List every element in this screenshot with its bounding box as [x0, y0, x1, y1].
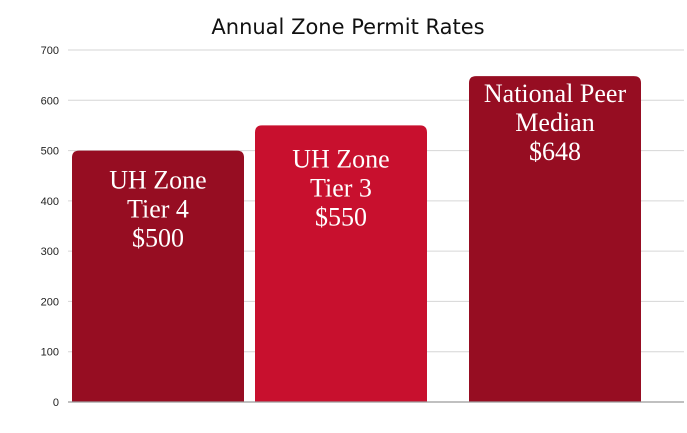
chart-title: Annual Zone Permit Rates	[211, 15, 484, 39]
bar-3	[469, 76, 641, 403]
bar-label-line: National Peer	[484, 79, 627, 108]
bar-label-line: $500	[132, 224, 184, 253]
bars	[72, 76, 641, 403]
y-tick-label: 400	[41, 196, 59, 208]
bar-1	[72, 150, 244, 402]
y-tick-label: 100	[41, 347, 59, 359]
bar-label-line: UH Zone	[292, 144, 389, 173]
bar-label-line: Tier 3	[310, 173, 372, 202]
y-axis-ticks: 0 100 200 300 400 500 600 700	[41, 45, 59, 409]
y-tick-label: 500	[41, 146, 59, 158]
y-tick-label: 600	[41, 95, 59, 107]
bar-label-line: $550	[315, 202, 367, 231]
y-tick-label: 0	[53, 397, 59, 409]
y-tick-label: 200	[41, 296, 59, 308]
y-tick-label: 300	[41, 246, 59, 258]
bar-label-line: UH Zone	[109, 166, 206, 195]
y-tick-label: 700	[41, 45, 59, 57]
bar-label-line: $648	[529, 137, 581, 166]
bar-label-line: Tier 4	[127, 195, 189, 224]
bar-2	[255, 125, 427, 402]
bar-label-line: Median	[515, 108, 594, 137]
